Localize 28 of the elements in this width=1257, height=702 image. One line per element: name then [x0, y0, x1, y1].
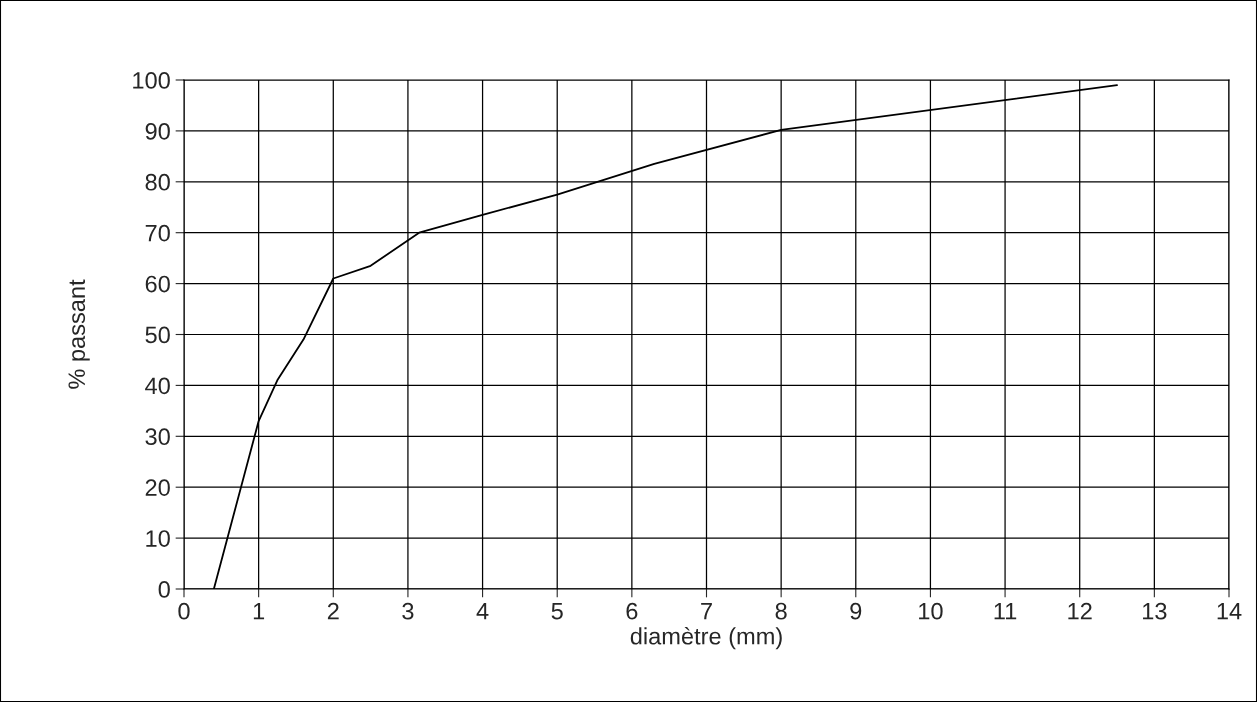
x-tick-label: 14 [1217, 603, 1242, 620]
y-tick-label: 30 [145, 428, 170, 446]
x-tick-label: 6 [626, 602, 638, 620]
y-tick-label: 60 [145, 275, 170, 293]
x-tick-label: 11 [994, 603, 1017, 620]
x-tick-label: 7 [701, 603, 712, 620]
y-tick-label: 70 [145, 224, 170, 242]
y-tick-label: 90 [145, 122, 170, 140]
y-tick-label: 0 [158, 581, 170, 598]
y-tick-label: 10 [146, 530, 170, 547]
x-tick-label: 8 [775, 602, 787, 620]
y-tick-label: 100 [133, 72, 170, 89]
y-tick-label: 50 [145, 326, 170, 344]
x-tick-label: 12 [1068, 602, 1092, 620]
y-tick-label: 20 [145, 479, 170, 496]
y-axis-title: % passant [68, 279, 90, 389]
x-tick-label: 1 [253, 603, 265, 620]
x-tick-label: 10 [919, 602, 943, 620]
y-tick-label: 40 [145, 377, 170, 395]
x-axis-title: diamètre (mm) [630, 626, 782, 650]
x-tick-label: 5 [551, 603, 563, 620]
x-tick-label: 3 [402, 602, 414, 620]
x-tick-label: 9 [850, 602, 862, 620]
x-tick-label: 2 [327, 602, 339, 620]
x-tick-label: 0 [178, 602, 190, 620]
x-tick-label: 4 [476, 603, 489, 620]
x-tick-label: 13 [1143, 602, 1167, 620]
y-tick-label: 80 [145, 173, 170, 191]
